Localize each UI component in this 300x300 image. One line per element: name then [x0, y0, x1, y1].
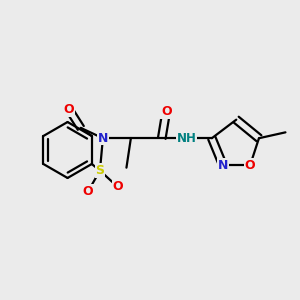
Text: O: O	[245, 159, 255, 172]
Text: N: N	[218, 159, 228, 172]
Text: NH: NH	[177, 132, 197, 145]
Text: O: O	[161, 105, 172, 118]
Text: N: N	[98, 132, 108, 145]
Text: S: S	[95, 164, 104, 177]
Text: O: O	[83, 185, 94, 198]
Text: O: O	[64, 103, 74, 116]
Text: O: O	[112, 180, 123, 193]
